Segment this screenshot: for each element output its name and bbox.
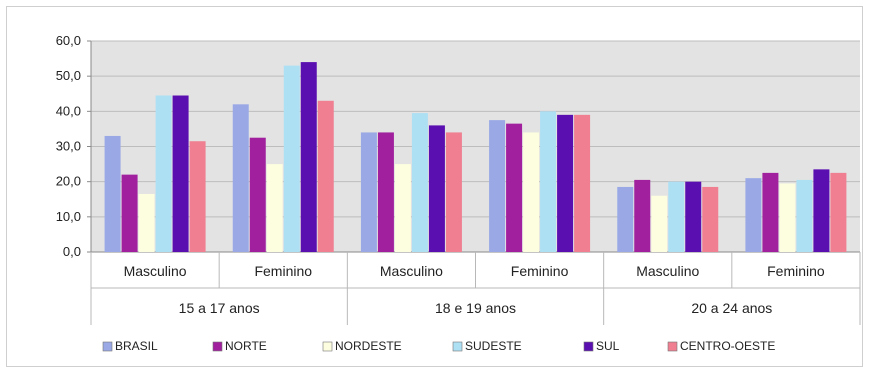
x-category-label: Feminino [254, 263, 312, 279]
bar [540, 111, 557, 252]
bar [155, 95, 172, 252]
chart-frame: 0,0 10,0 20,0 30,0 40,0 50,0 60,0 Masculino Femi… [6, 6, 863, 367]
legend-swatch [102, 341, 113, 352]
bar [428, 125, 445, 252]
bar [651, 195, 668, 252]
bar [300, 62, 317, 252]
y-tick-label: 50,0 [56, 68, 81, 83]
legend-label: SUL [596, 339, 620, 353]
bar [266, 164, 283, 252]
bar [138, 193, 155, 252]
bar [317, 100, 334, 253]
bar [796, 179, 813, 252]
x-category-label: Masculino [380, 263, 443, 279]
bar [574, 114, 591, 252]
bar [360, 132, 377, 252]
x-category-label: Feminino [511, 263, 569, 279]
bar [104, 135, 121, 252]
bar [394, 164, 411, 252]
y-tick-label: 40,0 [56, 103, 81, 118]
bar [283, 65, 300, 252]
bar [121, 174, 138, 252]
bar [634, 179, 651, 252]
y-tick-label: 30,0 [56, 139, 81, 154]
x-group-label: 18 e 19 anos [435, 300, 516, 316]
legend-swatch [583, 341, 594, 352]
bar [189, 141, 206, 252]
bar [489, 120, 506, 252]
y-tick-label: 10,0 [56, 209, 81, 224]
bar [830, 172, 847, 252]
bar [523, 132, 540, 252]
bar [172, 95, 189, 252]
y-tick-label: 20,0 [56, 174, 81, 189]
bar [557, 114, 574, 252]
x-group-label: 15 a 17 anos [179, 300, 260, 316]
legend-label: BRASIL [115, 339, 158, 353]
bar [702, 186, 719, 252]
bar [445, 132, 462, 252]
bar [377, 132, 394, 252]
bar [813, 169, 830, 252]
legend-label: NORDESTE [335, 339, 402, 353]
bar [249, 137, 266, 252]
bar [685, 181, 702, 252]
y-tick-label: 60,0 [56, 33, 81, 48]
bar-chart: 0,0 10,0 20,0 30,0 40,0 50,0 60,0 Masculino Femi… [56, 33, 861, 353]
bar [779, 183, 796, 252]
x-group-label: 20 a 24 anos [691, 300, 772, 316]
y-tick-label: 0,0 [63, 244, 81, 259]
legend-swatch [322, 341, 333, 352]
legend-swatch [452, 341, 463, 352]
legend-label: NORTE [225, 339, 267, 353]
legend-swatch [667, 341, 678, 352]
bar [668, 181, 685, 252]
bar [617, 186, 634, 252]
bar [506, 123, 523, 253]
x-category-label: Feminino [767, 263, 825, 279]
x-category-label: Masculino [636, 263, 699, 279]
bar [762, 172, 779, 252]
bar [411, 113, 428, 252]
x-category-label: Masculino [124, 263, 187, 279]
legend-label: CENTRO-OESTE [680, 339, 775, 353]
legend-label: SUDESTE [465, 339, 522, 353]
bar [232, 104, 249, 252]
bar [745, 178, 762, 252]
legend-swatch [212, 341, 223, 352]
